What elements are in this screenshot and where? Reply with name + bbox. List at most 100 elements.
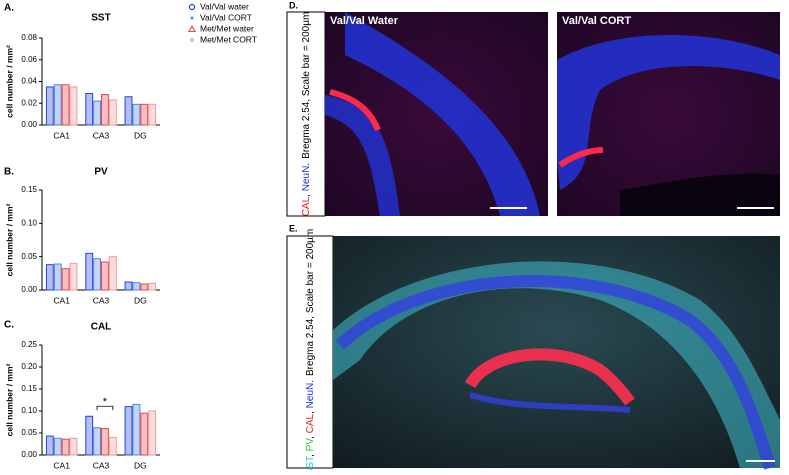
bar	[124, 281, 133, 291]
bar	[53, 84, 62, 126]
bar	[69, 262, 78, 291]
legend-label: Val/Val water	[200, 1, 249, 11]
bar	[69, 437, 78, 456]
y-tick-label: 0.04	[21, 77, 37, 86]
bar	[132, 103, 141, 126]
bar	[148, 282, 157, 291]
panel-label: D.	[289, 0, 298, 10]
legend-marker	[189, 37, 195, 43]
stain-label: ,	[305, 451, 316, 457]
y-tick-label: 0.06	[21, 55, 37, 64]
chart-title: SST	[91, 13, 110, 24]
caption-text: Bregma 2.54, Scale bar = 200µm	[301, 12, 312, 159]
bar	[45, 435, 54, 456]
chart-title: CAL	[91, 322, 112, 333]
legend-label: Met/Met water	[200, 23, 254, 33]
bar	[124, 406, 133, 456]
stain-label: ,	[305, 433, 316, 439]
bar	[93, 100, 101, 126]
bar	[108, 436, 117, 456]
stain-label: ,	[301, 191, 312, 197]
y-tick-label: 0.05	[21, 252, 37, 261]
caption: CAL, NeuN. Bregma 2.54, Scale bar = 200µm	[301, 12, 312, 217]
y-tick-label: 0.10	[21, 406, 37, 415]
x-tick-label: CA3	[93, 130, 110, 140]
y-tick-label: 0.00	[21, 450, 37, 459]
y-tick-label: 0.05	[21, 428, 37, 437]
y-tick-label: 0.00	[21, 120, 37, 129]
bar	[101, 94, 109, 126]
bar	[132, 282, 141, 291]
y-tick-label: 0.00	[21, 285, 37, 294]
bar	[61, 438, 70, 456]
stain-label: PV	[305, 438, 316, 452]
y-tick-label: 0.08	[21, 33, 37, 42]
caption-box	[286, 235, 334, 469]
bar	[45, 264, 54, 291]
stain-label: .	[301, 163, 312, 166]
x-tick-label: CA1	[53, 295, 70, 305]
x-tick-label: DG	[134, 295, 147, 305]
bar	[69, 86, 78, 126]
panel-label: B.	[4, 167, 14, 178]
x-tick-label: CA3	[93, 460, 110, 470]
legend-label: Met/Met CORT	[200, 34, 257, 44]
micrograph	[333, 236, 780, 470]
bar	[85, 415, 94, 456]
stain-label: CAL	[301, 196, 312, 216]
y-tick-label: 0.10	[21, 218, 37, 227]
y-axis-label: cell number / mm²	[4, 363, 14, 436]
micrograph	[325, 12, 780, 216]
stain-label: NeuN	[301, 166, 312, 192]
bar	[61, 84, 70, 126]
stain-label: .	[305, 380, 316, 383]
y-tick-label: 0.15	[21, 185, 37, 194]
bar	[140, 412, 149, 456]
x-tick-label: DG	[134, 460, 147, 470]
bar	[101, 428, 109, 456]
bar	[53, 263, 62, 291]
bar	[148, 103, 157, 126]
x-tick-label: CA1	[53, 130, 70, 140]
legend-label: Val/Val CORT	[200, 12, 252, 22]
x-tick-label: CA1	[53, 460, 70, 470]
bar	[93, 258, 101, 291]
bar	[140, 103, 149, 126]
x-tick-label: CA3	[93, 295, 110, 305]
caption-text: Bregma 2.54, Scale bar = 200µm	[305, 229, 316, 376]
legend-marker	[190, 16, 194, 20]
bar	[53, 437, 62, 456]
stain-label: NeuN	[305, 383, 316, 409]
bar	[85, 92, 94, 126]
bar	[85, 252, 94, 291]
bar	[148, 410, 157, 456]
caption-box	[286, 11, 326, 217]
caption: SST, PV, CAL, NeuN. Bregma 2.54, Scale ba…	[305, 229, 316, 470]
bar	[101, 261, 109, 291]
image-title: Val/Val CORT	[562, 15, 631, 27]
bar	[93, 427, 101, 456]
legend-marker	[188, 3, 196, 11]
y-axis-label: cell number / mm²	[4, 203, 14, 276]
stain-label: ,	[305, 408, 316, 414]
bar	[61, 268, 70, 291]
significance-bracket	[96, 405, 114, 411]
y-tick-label: 0.20	[21, 362, 37, 371]
stain-label: SST	[305, 456, 316, 470]
bar	[108, 99, 117, 126]
panel-label: A.	[4, 3, 14, 14]
bar	[108, 256, 117, 291]
bar	[140, 283, 149, 291]
stain-label: CAL	[305, 413, 316, 433]
y-tick-label: 0.25	[21, 340, 37, 349]
panel-label: C.	[4, 320, 14, 331]
bar	[124, 96, 133, 126]
y-tick-label: 0.02	[21, 98, 37, 107]
y-tick-label: 0.15	[21, 384, 37, 393]
legend-marker	[188, 24, 196, 33]
bar	[132, 403, 141, 456]
image-title: Val/Val Water	[330, 15, 399, 27]
chart-title: PV	[94, 167, 108, 178]
x-tick-label: DG	[134, 130, 147, 140]
bar	[45, 86, 54, 126]
